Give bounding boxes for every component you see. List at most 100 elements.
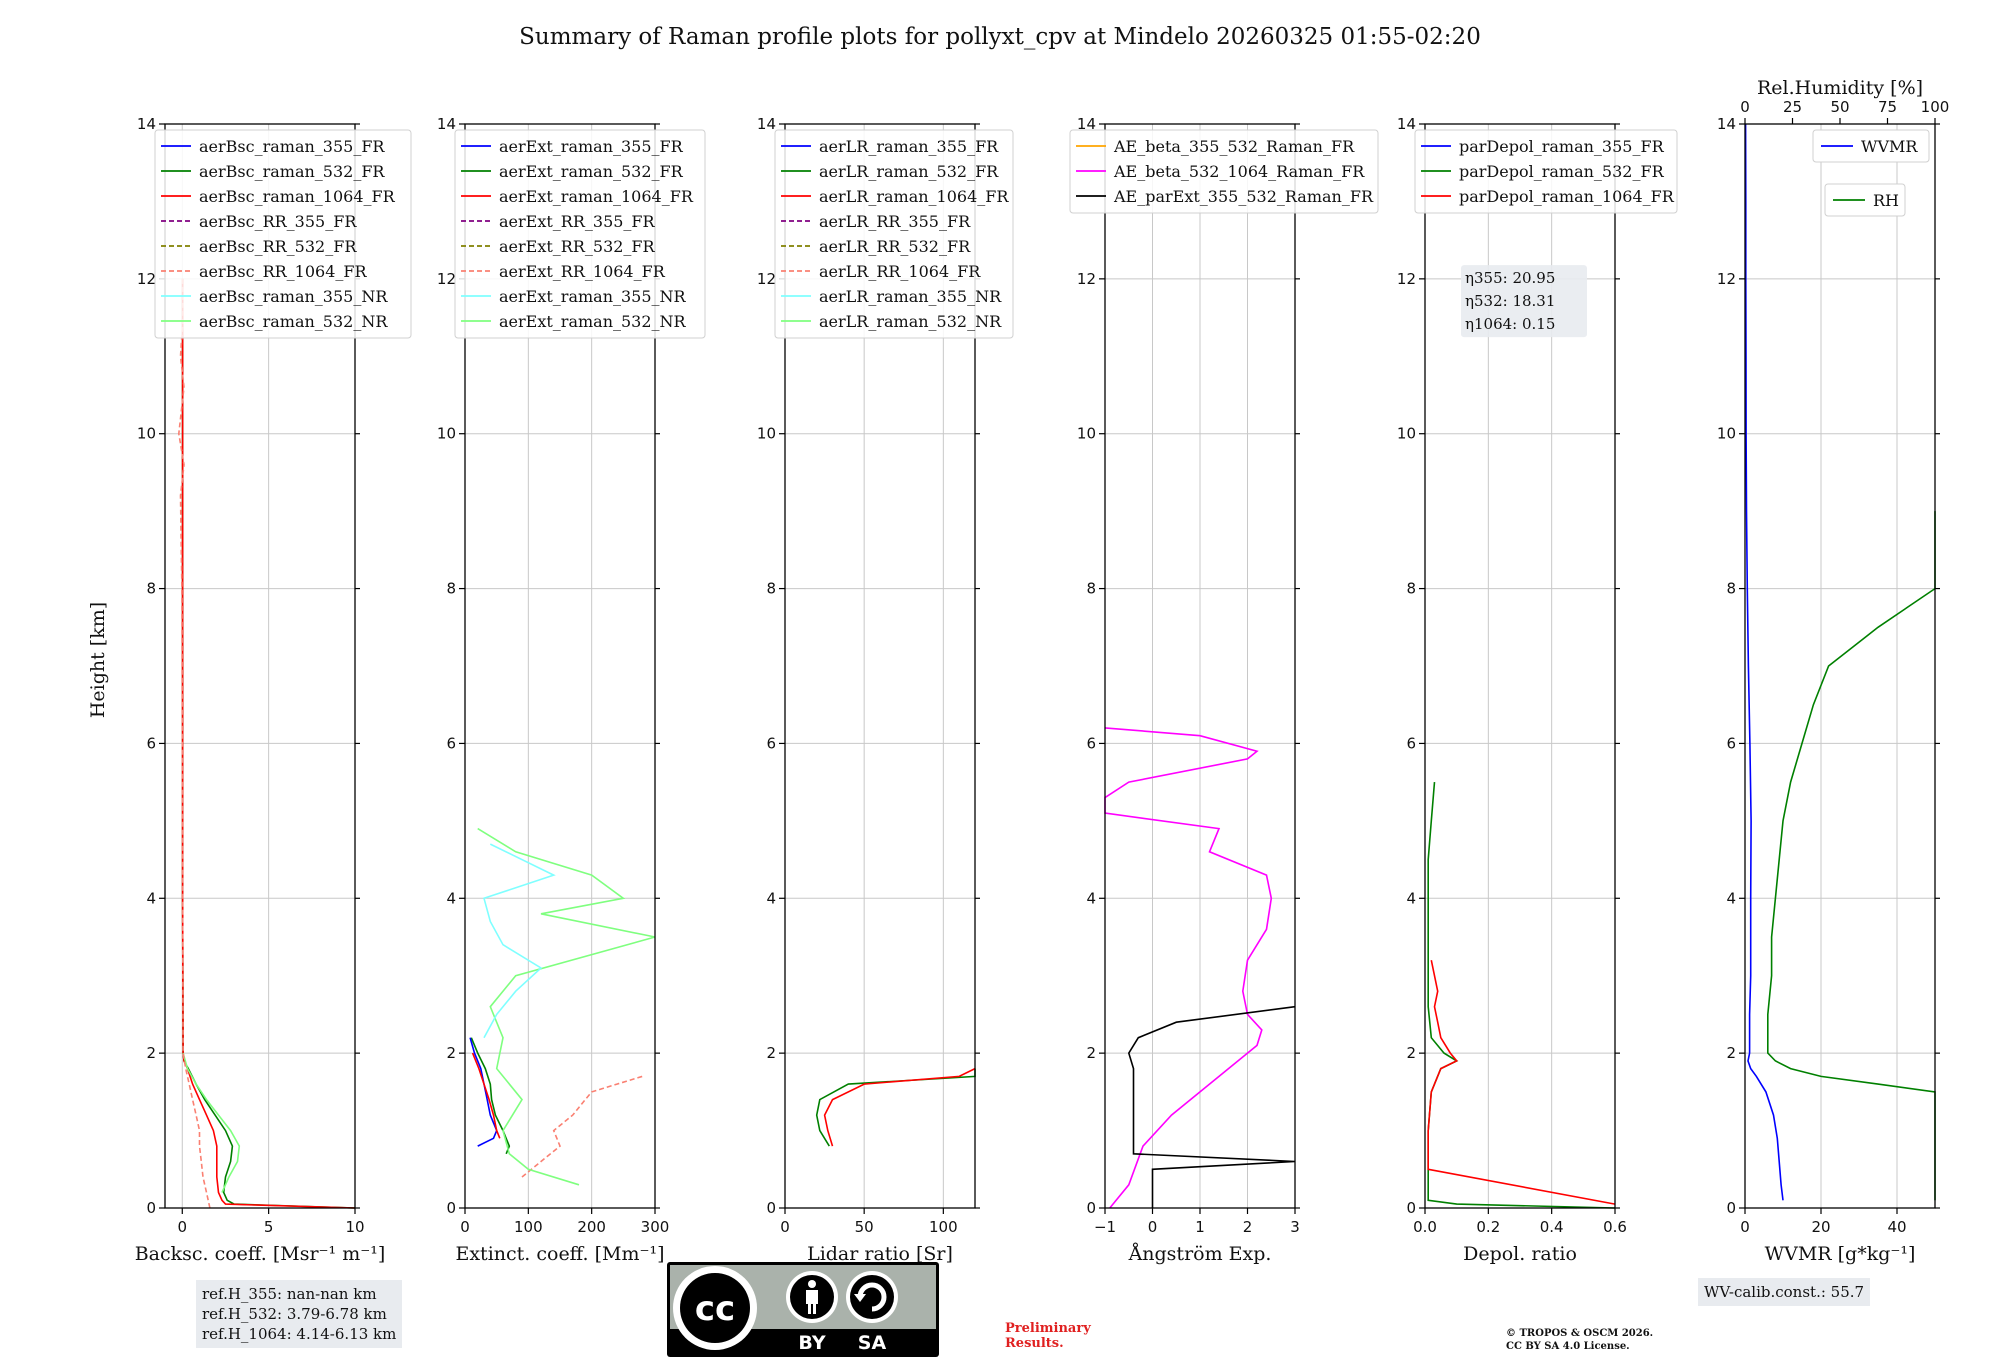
legend-entry: aerLR_RR_532_FR (819, 237, 971, 256)
y-tick-label: 2 (766, 1044, 776, 1062)
top-x-tick-label: 50 (1830, 98, 1849, 116)
ref-height-532: ref.H_532: 3.79-6.78 km (202, 1305, 387, 1323)
y-tick-label: 4 (766, 889, 776, 907)
y-tick-label: 12 (1397, 270, 1416, 288)
top-x-tick-label: 0 (1740, 98, 1750, 116)
y-tick-label: 12 (137, 270, 156, 288)
x-tick-label: 10 (345, 1218, 364, 1236)
x-axis-label: Backsc. coeff. [Msr⁻¹ m⁻¹] (135, 1243, 386, 1265)
legend-box (1414, 129, 1678, 214)
legend-box (1812, 129, 1930, 163)
x-tick-label: 0 (177, 1218, 187, 1236)
x-tick-label: 0 (1148, 1218, 1158, 1236)
y-tick-label: 12 (1717, 270, 1736, 288)
y-tick-label: 2 (1406, 1044, 1416, 1062)
y-tick-label: 6 (1086, 734, 1096, 752)
legend-entry: aerLR_raman_532_NR (819, 312, 1002, 331)
x-tick-label: 0.6 (1603, 1218, 1627, 1236)
legend-entry: AE_parExt_355_532_Raman_FR (1113, 187, 1374, 206)
y-tick-label: 2 (1086, 1044, 1096, 1062)
legend-entry: aerBsc_RR_1064_FR (199, 262, 368, 281)
y-tick-label: 8 (1406, 580, 1416, 598)
preliminary-line-2: Results. (1005, 1336, 1064, 1351)
y-tick-label: 10 (137, 425, 156, 443)
series-line-AE_beta_532_1064_Raman_FR (1104, 727, 1273, 1209)
legend-entry: aerExt_raman_355_FR (499, 137, 684, 156)
y-tick-label: 6 (146, 734, 156, 752)
y-tick-label: 8 (1086, 580, 1096, 598)
legend-box (774, 129, 1014, 339)
x-tick-label: 100 (929, 1218, 958, 1236)
legend-entry: aerLR_RR_355_FR (819, 212, 971, 231)
legend-entry: AE_beta_532_1064_Raman_FR (1113, 162, 1365, 181)
legend-entry: aerBsc_RR_355_FR (199, 212, 357, 231)
y-tick-label: 12 (1077, 270, 1096, 288)
preliminary-note: Preliminary Results. (1005, 1321, 1091, 1351)
y-tick-label: 2 (446, 1044, 456, 1062)
ref-height-1064: ref.H_1064: 4.14-6.13 km (202, 1325, 397, 1343)
legend-entry: AE_beta_355_532_Raman_FR (1113, 137, 1355, 156)
series-line-aerExt_raman_355_NR (483, 843, 556, 1039)
y-tick-label: 2 (146, 1044, 156, 1062)
series-line-aerExt_raman_1064_FR (471, 1052, 501, 1139)
y-tick-label: 10 (757, 425, 776, 443)
y-tick-label: 6 (446, 734, 456, 752)
legend-entry: aerExt_RR_1064_FR (499, 262, 666, 281)
y-tick-label: 14 (1077, 115, 1096, 133)
legend-entry: aerBsc_raman_355_FR (199, 137, 385, 156)
copyright-line-1: © TROPOS & OSCM 2026. (1506, 1328, 1654, 1339)
y-tick-label: 4 (1726, 889, 1736, 907)
legend-entry: aerLR_raman_355_NR (819, 287, 1002, 306)
x-axis-label: Extinct. coeff. [Mm⁻¹] (455, 1243, 664, 1265)
y-tick-label: 10 (437, 425, 456, 443)
person-icon (786, 1271, 838, 1323)
y-tick-label: 6 (1406, 734, 1416, 752)
ref-height-355: ref.H_355: nan-nan km (202, 1285, 377, 1303)
cc-text: cc (695, 1289, 735, 1329)
x-tick-label: 0.0 (1413, 1218, 1437, 1236)
series-line-AE_parExt_355_532_Raman_FR (1127, 1005, 1296, 1208)
legend-entry: parDepol_raman_1064_FR (1459, 187, 1675, 206)
series-line-aerLR_raman_1064_FR (823, 1067, 976, 1147)
series-line-aerBsc_raman_532_NR (182, 1052, 241, 1193)
legend-entry: parDepol_raman_355_FR (1459, 137, 1665, 156)
legend-entry: parDepol_raman_532_FR (1459, 162, 1665, 181)
y-tick-label: 8 (1726, 580, 1736, 598)
y-tick-label: 8 (446, 580, 456, 598)
axes-frame (164, 123, 356, 1209)
top-x-tick-label: 100 (1921, 98, 1950, 116)
y-tick-label: 8 (146, 580, 156, 598)
panel-depol: 0.0 0.2 0.4 0.6 0 2 4 6 8 10 12 14 Depol. ratio parDe… (1397, 115, 1678, 1265)
copyright-note: © TROPOS & OSCM 2026. CC BY SA 4.0 Licen… (1506, 1327, 1653, 1353)
y-tick-label: 4 (146, 889, 156, 907)
y-tick-label: 0 (1086, 1199, 1096, 1217)
series-line-aerBsc_RR_1064_FR (177, 278, 211, 1209)
legend-entry: aerLR_raman_532_FR (819, 162, 999, 181)
legend-entry: aerExt_raman_532_NR (499, 312, 687, 331)
y-tick-label: 2 (1726, 1044, 1736, 1062)
preliminary-line-1: Preliminary (1005, 1321, 1091, 1336)
legend-entry: aerBsc_raman_1064_FR (199, 187, 396, 206)
legend-entry: RH (1873, 191, 1899, 210)
axes-frame (1744, 123, 1936, 1209)
series-line-aerExt_raman_532_FR (470, 1037, 511, 1155)
legend-box (154, 129, 412, 339)
y-tick-label: 6 (766, 734, 776, 752)
x-tick-label: 50 (855, 1218, 874, 1236)
x-tick-label: 200 (577, 1218, 606, 1236)
legend-entry: aerBsc_raman_355_NR (199, 287, 388, 306)
x-tick-label: 0.2 (1476, 1218, 1500, 1236)
y-tick-label: 12 (437, 270, 456, 288)
cc-license-badge: cc BY SA (667, 1262, 939, 1357)
panel-bsc: 0 5 10 0 2 4 6 8 10 12 14 Backsc. coeff. [Msr⁻¹ m⁻¹… (135, 115, 412, 1265)
y-tick-label: 0 (1726, 1199, 1736, 1217)
axes-frame (1424, 123, 1616, 1209)
x-tick-label: 20 (1811, 1218, 1830, 1236)
y-tick-label: 4 (1406, 889, 1416, 907)
y-tick-label: 10 (1077, 425, 1096, 443)
x-tick-label: 5 (264, 1218, 274, 1236)
y-axis-label: Height [km] (87, 602, 109, 718)
